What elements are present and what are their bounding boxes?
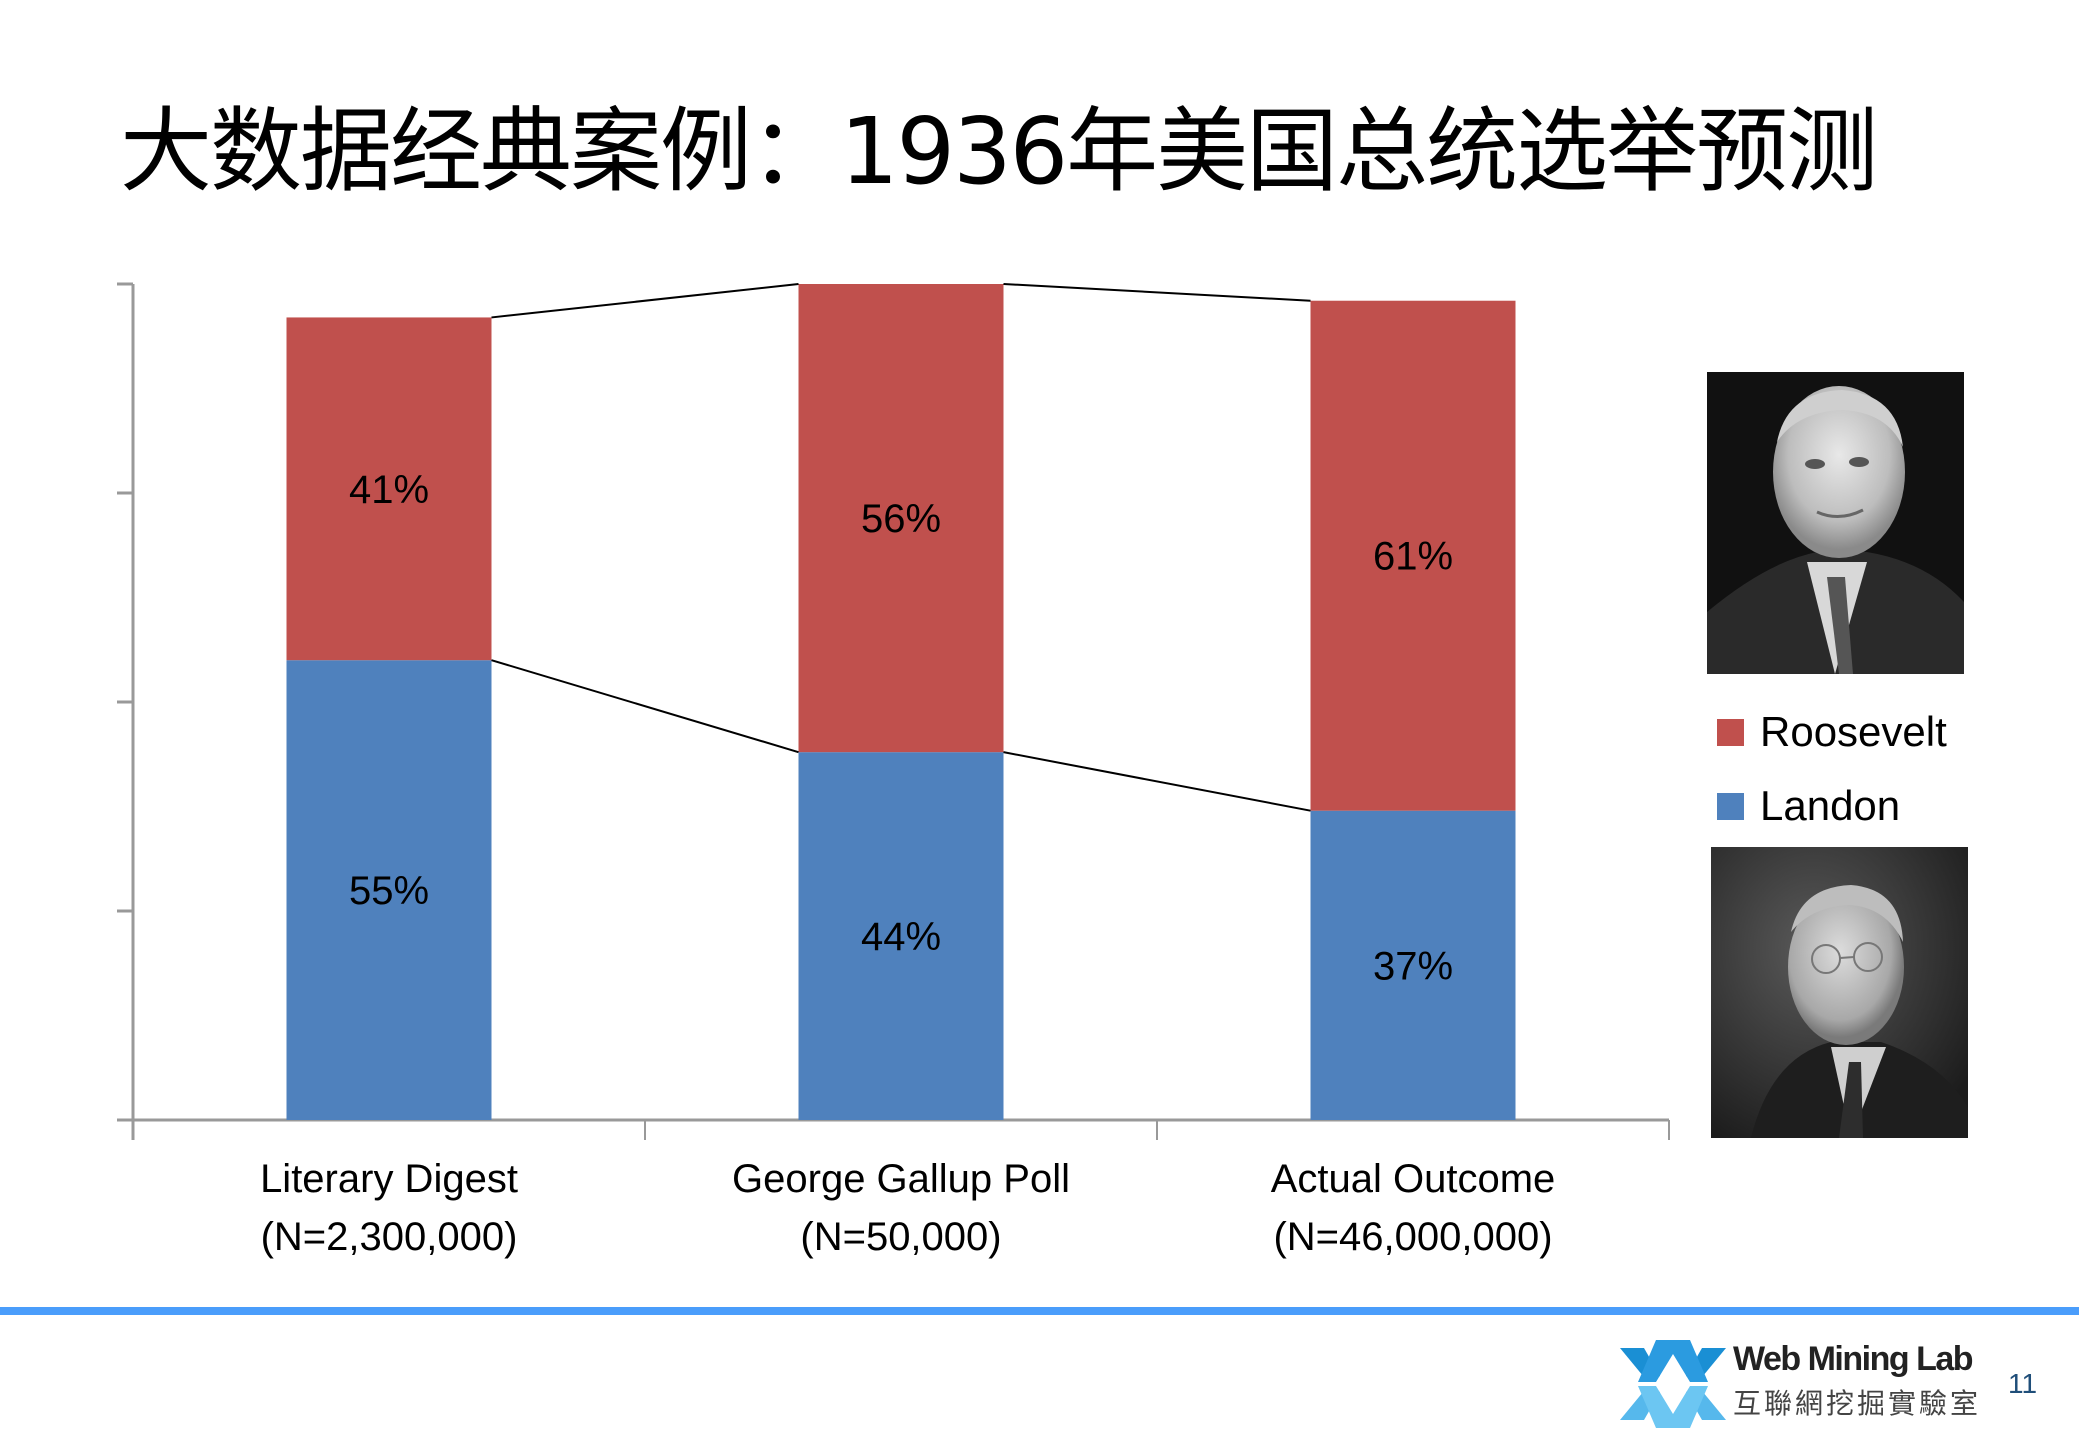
category-label-line: Actual Outcome	[1270, 1157, 1556, 1201]
legend-item-roosevelt: Roosevelt	[1717, 708, 1947, 756]
series-connector-line	[1003, 283, 1311, 302]
bar-segment-landon	[798, 752, 1004, 1120]
web-mining-lab-logo-icon	[1620, 1340, 1726, 1428]
category-label-line: (N=2,300,000)	[260, 1215, 518, 1259]
stacked-bar-chart: 55% 41% 44% 56% 37% 61%	[117, 282, 1670, 1140]
landon-photo	[1711, 847, 1968, 1138]
bar-segment-landon	[1310, 810, 1516, 1120]
data-label: 37%	[1373, 944, 1453, 988]
bar-segment-roosevelt	[798, 284, 1004, 753]
legend-label-landon: Landon	[1760, 782, 1901, 829]
logo-text-chinese: 互聯網挖掘實驗室	[1733, 1387, 1982, 1420]
footer-divider	[0, 1307, 2079, 1315]
bar-segment-landon	[286, 660, 492, 1120]
category-label-line: (N=46,000,000)	[1273, 1215, 1553, 1259]
bar-segment-roosevelt	[286, 317, 492, 661]
legend-label-roosevelt: Roosevelt	[1760, 708, 1947, 755]
series-connector-line	[491, 659, 799, 754]
category-label: Actual Outcome (N=46,000,000)	[1203, 1150, 1623, 1266]
roosevelt-photo	[1707, 372, 1964, 674]
legend-swatch-landon	[1717, 792, 1744, 820]
data-label: 44%	[861, 915, 941, 959]
series-connector-line	[1003, 751, 1311, 812]
logo-text-english: Web Mining Lab	[1733, 1340, 1974, 1378]
data-label: 56%	[861, 497, 941, 541]
data-label: 61%	[1373, 535, 1453, 579]
data-label: 55%	[349, 869, 429, 913]
page-number: 11	[2008, 1368, 2038, 1399]
category-label-line: George Gallup Poll	[732, 1157, 1070, 1201]
category-label-line: Literary Digest	[260, 1157, 518, 1201]
category-label: George Gallup Poll (N=50,000)	[691, 1150, 1111, 1266]
bar-segment-roosevelt	[1310, 300, 1516, 811]
legend-swatch-roosevelt	[1717, 718, 1744, 746]
category-label-line: (N=50,000)	[800, 1215, 1002, 1259]
slide-title: 大数据经典案例：1936年美国总统选举预测	[120, 98, 1878, 205]
category-label: Literary Digest (N=2,300,000)	[179, 1150, 599, 1266]
series-connector-line	[491, 283, 799, 319]
data-label: 41%	[349, 468, 429, 512]
legend-item-landon: Landon	[1717, 782, 1900, 830]
